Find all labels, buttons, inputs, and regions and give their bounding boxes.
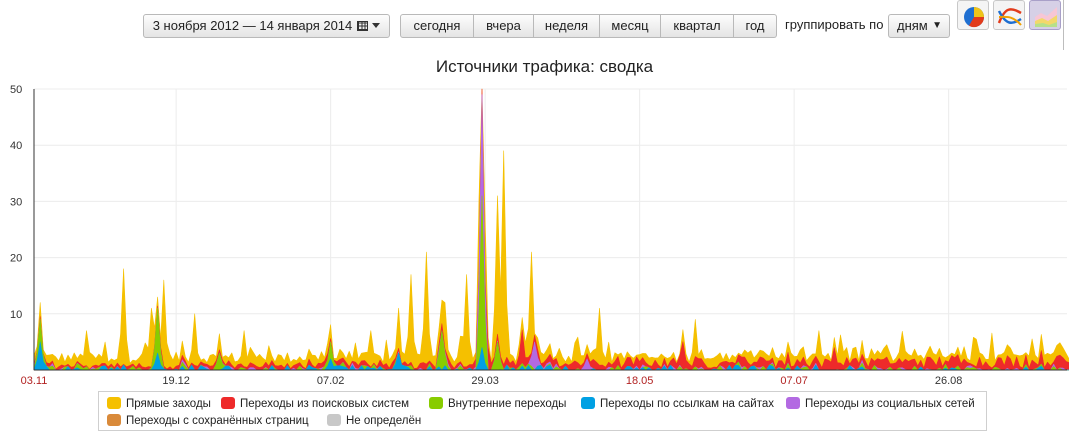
legend-item-internal[interactable]: Внутренние переходы xyxy=(429,396,566,412)
chevron-down-icon xyxy=(372,23,381,28)
legend-label: Переходы с сохранённых страниц xyxy=(126,415,309,427)
y-tick-label: 30 xyxy=(10,196,22,208)
area-series-0 xyxy=(33,88,1069,371)
legend-swatch xyxy=(786,397,800,409)
dropdown-arrow-icon: ▼ xyxy=(932,20,942,31)
x-tick-label: 07.07 xyxy=(780,375,808,387)
traffic-area-chart: 10 20 30 40 50 03.11 19.12 07.02 29.03 18.05 07.07… xyxy=(10,84,1069,387)
period-week-button[interactable]: неделя xyxy=(534,14,600,38)
chart-grid xyxy=(34,88,1067,370)
period-today-button[interactable]: сегодня xyxy=(400,14,474,38)
legend-item-social[interactable]: Переходы из социальных сетей xyxy=(786,396,975,412)
y-tick-label: 10 xyxy=(10,309,22,321)
legend-item-links[interactable]: Переходы по ссылкам на сайтах xyxy=(581,396,774,412)
legend-item-search[interactable]: Переходы из поисковых систем xyxy=(221,396,409,412)
area-series-2 xyxy=(33,195,1069,371)
pie-chart-button[interactable] xyxy=(957,0,989,30)
y-tick-label: 50 xyxy=(10,84,22,96)
x-tick-label: 03.11 xyxy=(21,375,48,387)
x-tick-label: 07.02 xyxy=(317,375,345,387)
chart-axes: 10 20 30 40 50 03.11 19.12 07.02 29.03 18.05 07.07… xyxy=(10,84,1067,387)
chart-title: Источники трафика: сводка xyxy=(435,57,654,76)
legend-label: Переходы из социальных сетей xyxy=(805,398,975,410)
group-by-select[interactable]: дням ▼ xyxy=(888,14,950,38)
legend-label: Внутренние переходы xyxy=(448,398,567,410)
legend-swatch xyxy=(107,414,121,426)
x-tick-label: 29.03 xyxy=(471,375,499,387)
group-by-value: дням xyxy=(897,18,928,33)
x-tick-label: 19.12 xyxy=(162,375,190,387)
legend-label: Не определён xyxy=(346,415,422,427)
area-chart-icon xyxy=(1035,7,1057,27)
period-month-button[interactable]: месяц xyxy=(600,14,661,38)
area-chart-button[interactable] xyxy=(1029,0,1061,30)
group-by-label: группировать по xyxy=(785,17,884,32)
legend-item-undefined[interactable]: Не определён xyxy=(327,413,421,429)
line-chart-icon xyxy=(997,8,1022,26)
legend-swatch xyxy=(429,397,443,409)
x-tick-label: 18.05 xyxy=(626,375,654,387)
line-chart-button[interactable] xyxy=(993,0,1025,30)
date-range-picker[interactable]: 3 ноября 2012 — 14 января 2014 xyxy=(143,14,390,38)
pie-chart-icon xyxy=(964,7,985,28)
legend-item-saved[interactable]: Переходы с сохранённых страниц xyxy=(107,413,309,429)
toolbar: 3 ноября 2012 — 14 января 2014 сегодня в… xyxy=(0,0,1069,50)
legend-swatch xyxy=(107,397,121,409)
legend-label: Прямые заходы xyxy=(126,398,211,410)
chart-areas xyxy=(33,88,1069,371)
date-range-label: 3 ноября 2012 — 14 января 2014 xyxy=(152,18,353,33)
legend-swatch xyxy=(581,397,595,409)
area-series-1 xyxy=(33,88,1069,371)
y-tick-label: 20 xyxy=(10,253,22,265)
area-series-4 xyxy=(33,94,1069,371)
legend-item-direct[interactable]: Прямые заходы xyxy=(107,396,211,412)
toolbar-divider xyxy=(1063,0,1064,50)
legend-label: Переходы из поисковых систем xyxy=(240,398,410,410)
legend-label: Переходы по ссылкам на сайтах xyxy=(600,398,775,410)
y-tick-label: 40 xyxy=(10,140,22,152)
x-tick-label: 26.08 xyxy=(935,375,963,387)
period-yesterday-button[interactable]: вчера xyxy=(474,14,534,38)
calendar-icon xyxy=(357,21,369,31)
chart-legend: Прямые заходы Переходы из поисковых сист… xyxy=(98,391,987,431)
legend-swatch xyxy=(221,397,235,409)
legend-swatch xyxy=(327,414,341,426)
period-quarter-button[interactable]: квартал xyxy=(661,14,734,38)
period-year-button[interactable]: год xyxy=(734,14,777,38)
